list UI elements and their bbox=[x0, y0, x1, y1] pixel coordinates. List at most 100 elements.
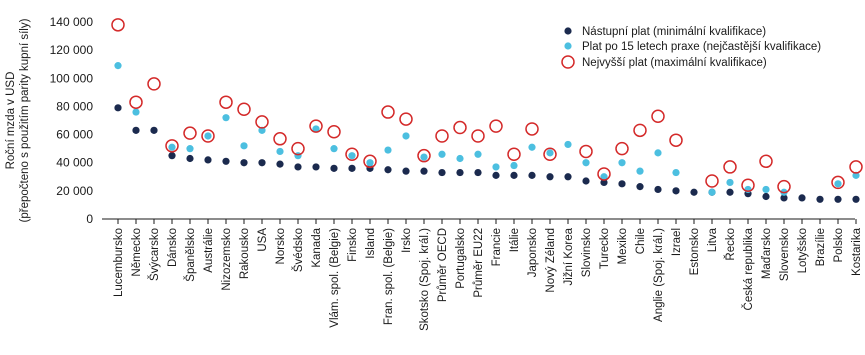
category-label: Nový Zéland bbox=[545, 228, 557, 293]
category-label: Francie bbox=[491, 228, 503, 266]
marker-salary-15-years bbox=[600, 173, 608, 181]
marker-salary-15-years bbox=[186, 145, 194, 153]
y-tick-label: 140 000 bbox=[50, 15, 94, 29]
category-label: Itálie bbox=[509, 228, 521, 252]
marker-starting-salary bbox=[474, 168, 482, 177]
category-label: Island bbox=[365, 228, 377, 259]
legend-label: Nástupní plat (minimální kvalifikace) bbox=[582, 26, 766, 38]
marker-top-salary bbox=[705, 174, 719, 188]
category-label: Estonsko bbox=[689, 228, 701, 275]
marker-salary-15-years bbox=[330, 145, 338, 153]
marker-top-salary bbox=[363, 154, 377, 169]
category-label: Turecko bbox=[599, 228, 611, 269]
marker-top-salary bbox=[165, 139, 179, 153]
category-label: Rakousko bbox=[239, 228, 251, 279]
marker-starting-salary bbox=[168, 152, 176, 160]
marker-starting-salary bbox=[420, 167, 428, 175]
y-tick-label: 120 000 bbox=[50, 43, 94, 57]
marker-salary-15-years bbox=[312, 125, 320, 133]
marker-salary-15-years bbox=[708, 188, 716, 196]
category-label: Finsko bbox=[347, 228, 359, 262]
marker-salary-15-years bbox=[672, 168, 680, 177]
marker-top-salary bbox=[651, 109, 665, 124]
category-label: Austrálie bbox=[203, 228, 215, 273]
marker-salary-15-years bbox=[438, 150, 446, 158]
category-label: Vlám. spol. (Belgie) bbox=[329, 228, 341, 328]
y-tick-label: 20 000 bbox=[56, 184, 93, 198]
marker-top-salary bbox=[381, 105, 395, 119]
marker-salary-15-years bbox=[528, 143, 536, 151]
marker-starting-salary bbox=[726, 188, 734, 196]
marker-starting-salary bbox=[312, 163, 320, 171]
marker-top-salary bbox=[759, 154, 773, 169]
marker-top-salary bbox=[741, 178, 755, 192]
y-axis-label: Roční mzda v USD bbox=[5, 72, 17, 170]
marker-salary-15-years bbox=[654, 149, 662, 157]
marker-salary-15-years bbox=[582, 159, 590, 167]
legend-label: Nejvyšší plat (maximální kvalifikace) bbox=[582, 57, 767, 69]
marker-starting-salary bbox=[546, 173, 554, 181]
marker-starting-salary bbox=[852, 195, 860, 203]
category-label: Průměr EU22 bbox=[473, 228, 485, 298]
marker-salary-15-years bbox=[294, 152, 302, 160]
marker-starting-salary bbox=[330, 164, 338, 172]
category-label: Jižní Korea bbox=[563, 227, 575, 285]
marker-top-salary bbox=[849, 160, 863, 174]
marker-top-salary bbox=[273, 132, 287, 146]
category-label: Portugalsko bbox=[455, 228, 467, 289]
marker-starting-salary bbox=[186, 154, 194, 163]
y-tick-label: 60 000 bbox=[56, 128, 93, 142]
marker-starting-salary bbox=[114, 104, 122, 112]
marker-salary-15-years bbox=[420, 153, 428, 161]
legend-marker bbox=[561, 55, 575, 69]
y-axis-label-sub: (přepočteno s použitím parity kupní síly… bbox=[19, 18, 31, 222]
marker-salary-15-years bbox=[366, 159, 374, 167]
marker-salary-15-years bbox=[762, 185, 770, 194]
marker-top-salary bbox=[507, 147, 521, 162]
marker-top-salary bbox=[489, 119, 503, 133]
y-tick-label: 80 000 bbox=[56, 99, 93, 113]
category-label: Řecko bbox=[724, 228, 737, 261]
marker-salary-15-years bbox=[564, 140, 572, 149]
marker-starting-salary bbox=[528, 171, 536, 179]
category-label: Chile bbox=[635, 228, 647, 254]
marker-starting-salary bbox=[348, 164, 356, 172]
legend-marker bbox=[564, 27, 572, 35]
marker-starting-salary bbox=[582, 177, 590, 185]
category-label: Kostarika bbox=[851, 227, 863, 276]
legend-label: Plat po 15 letech praxe (nejčastější kva… bbox=[582, 41, 821, 53]
marker-starting-salary bbox=[204, 156, 212, 164]
marker-starting-salary bbox=[222, 157, 230, 165]
marker-top-salary bbox=[291, 141, 305, 156]
marker-starting-salary bbox=[294, 163, 302, 171]
marker-salary-15-years bbox=[492, 163, 500, 171]
marker-top-salary bbox=[453, 120, 467, 135]
marker-top-salary bbox=[219, 95, 233, 109]
marker-top-salary bbox=[633, 123, 647, 138]
marker-starting-salary bbox=[456, 168, 464, 177]
category-label: Nizozemsko bbox=[221, 228, 233, 291]
y-tick-label: 100 000 bbox=[50, 71, 94, 85]
category-label: Dánsko bbox=[167, 228, 179, 267]
marker-top-salary bbox=[129, 95, 143, 109]
marker-salary-15-years bbox=[132, 108, 140, 116]
marker-top-salary bbox=[183, 126, 197, 140]
marker-starting-salary bbox=[780, 194, 788, 202]
marker-top-salary bbox=[201, 129, 215, 143]
marker-salary-15-years bbox=[168, 143, 176, 151]
marker-top-salary bbox=[525, 122, 539, 136]
marker-salary-15-years bbox=[204, 132, 212, 140]
category-label: Španělsko bbox=[184, 228, 197, 282]
marker-starting-salary bbox=[636, 183, 644, 191]
category-label: Japonsko bbox=[527, 228, 539, 277]
category-label: Polsko bbox=[833, 228, 845, 263]
marker-starting-salary bbox=[132, 126, 140, 134]
marker-top-salary bbox=[543, 147, 557, 162]
marker-salary-15-years bbox=[258, 126, 266, 134]
marker-starting-salary bbox=[150, 126, 158, 134]
marker-starting-salary bbox=[600, 178, 608, 187]
marker-starting-salary bbox=[402, 167, 410, 175]
marker-starting-salary bbox=[618, 180, 626, 188]
category-label: USA bbox=[257, 228, 269, 252]
